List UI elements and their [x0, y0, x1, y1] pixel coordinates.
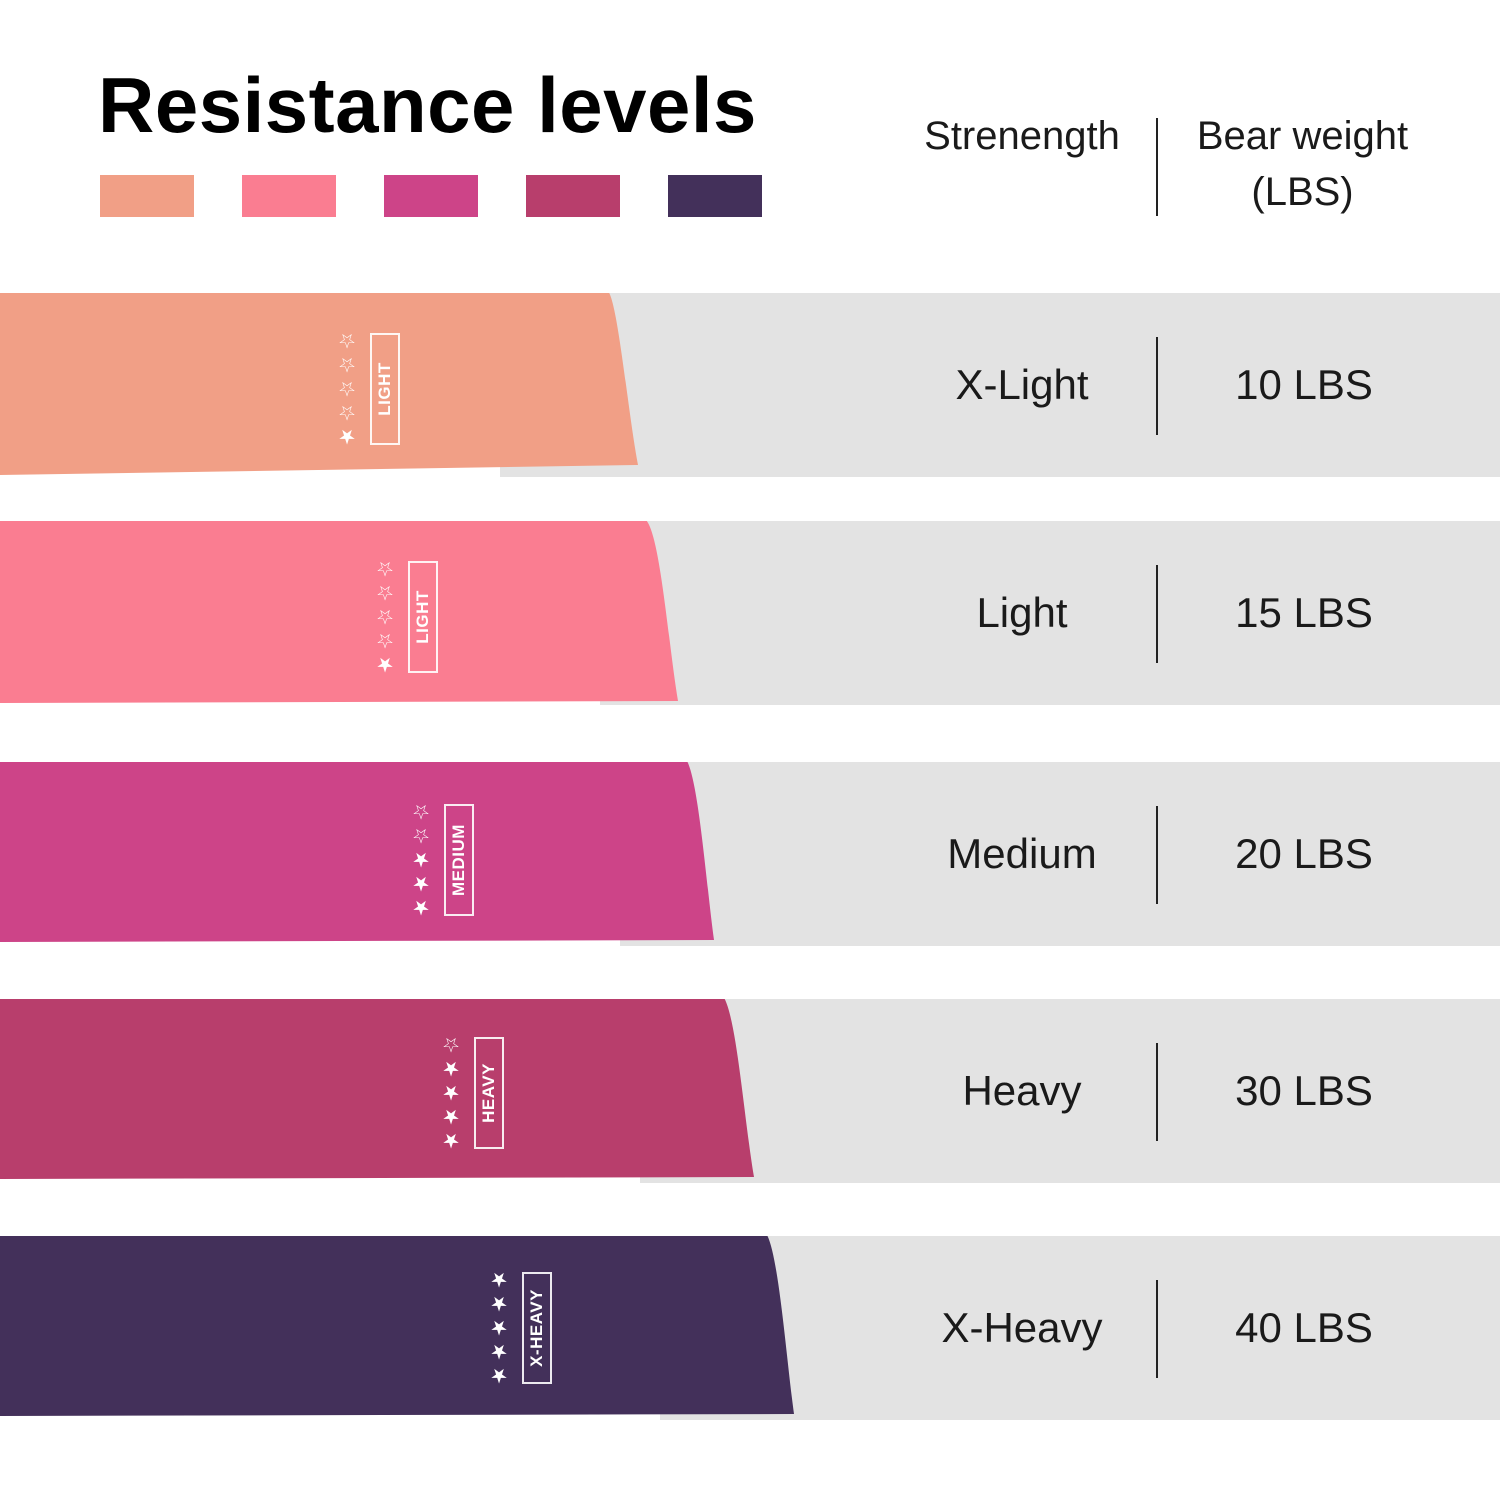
- band-label: ★☆☆☆☆ LIGHT: [336, 327, 456, 451]
- row-divider: [1156, 1280, 1158, 1378]
- weight-value: 10 LBS: [1235, 361, 1373, 408]
- header-strength: Strenength: [924, 114, 1120, 158]
- band-tag-text: LIGHT: [375, 362, 394, 416]
- band-tag-text: HEAVY: [479, 1063, 498, 1123]
- band-tag: X-HEAVY: [522, 1272, 552, 1384]
- strength-label: X-Heavy: [941, 1304, 1103, 1351]
- strength-label: X-Light: [955, 361, 1089, 408]
- band-label: ★★★☆☆ MEDIUM: [410, 798, 530, 922]
- swatch-heavy: [526, 175, 620, 217]
- strength-label: Medium: [947, 830, 1097, 877]
- row-background: [660, 1236, 1500, 1420]
- swatch-medium: [384, 175, 478, 217]
- band-image: [0, 521, 700, 705]
- row-divider: [1156, 806, 1158, 904]
- band-stars: ★☆☆☆☆: [337, 329, 359, 449]
- swatch-x-heavy: [668, 175, 762, 217]
- header-bear-weight-line1: Bear weight: [1196, 114, 1409, 158]
- band-label: ★★★★☆ HEAVY: [440, 1031, 560, 1155]
- band-label: ★★★★★ X-HEAVY: [488, 1266, 608, 1390]
- band-image: [0, 293, 660, 477]
- band-tag-text: LIGHT: [413, 590, 432, 644]
- band-stars: ★☆☆☆☆: [375, 557, 397, 677]
- band-shape: [0, 999, 754, 1179]
- band-tag: LIGHT: [408, 561, 438, 673]
- level-row: ★☆☆☆☆ LIGHT Light 15 LBS: [0, 521, 1500, 705]
- row-background: [620, 762, 1500, 946]
- band-shape: [0, 293, 638, 475]
- color-swatches: [100, 175, 780, 217]
- strength-label: Light: [976, 589, 1068, 636]
- band-image: [0, 1236, 810, 1420]
- band-tag: MEDIUM: [444, 804, 474, 916]
- header-bear-weight-line2: (LBS): [1251, 170, 1354, 214]
- strength-label: Heavy: [962, 1067, 1082, 1114]
- level-row: ★★★☆☆ MEDIUM Medium 20 LBS: [0, 762, 1500, 946]
- weight-value: 20 LBS: [1235, 830, 1373, 877]
- band-image: [0, 999, 770, 1183]
- swatch-light: [242, 175, 336, 217]
- page-title: Resistance levels: [98, 61, 757, 149]
- band-stars: ★★★★☆: [441, 1033, 463, 1153]
- row-divider: [1156, 1043, 1158, 1141]
- level-row: ★☆☆☆☆ LIGHT X-Light 10 LBS: [0, 293, 1500, 477]
- band-stars: ★★★★★: [489, 1268, 511, 1388]
- level-row: ★★★★☆ HEAVY Heavy 30 LBS: [0, 999, 1500, 1183]
- row-background: [500, 293, 1500, 477]
- band-shape: [0, 1236, 794, 1416]
- band-tag: HEAVY: [474, 1037, 504, 1149]
- band-tag: LIGHT: [370, 333, 400, 445]
- band-label: ★☆☆☆☆ LIGHT: [374, 555, 494, 679]
- row-background: [600, 521, 1500, 705]
- swatch-x-light: [100, 175, 194, 217]
- row-divider: [1156, 337, 1158, 435]
- header-divider: [1156, 118, 1158, 216]
- row-background: [640, 999, 1500, 1183]
- band-image: [0, 762, 730, 946]
- band-stars: ★★★☆☆: [411, 800, 433, 920]
- weight-value: 30 LBS: [1235, 1067, 1373, 1114]
- band-tag-text: MEDIUM: [449, 824, 468, 896]
- band-shape: [0, 521, 678, 703]
- header-bear-weight: Bear weight (LBS): [1180, 108, 1425, 220]
- weight-value: 40 LBS: [1235, 1304, 1373, 1351]
- band-tag-text: X-HEAVY: [527, 1289, 546, 1367]
- band-shape: [0, 762, 714, 942]
- row-divider: [1156, 565, 1158, 663]
- weight-value: 15 LBS: [1235, 589, 1373, 636]
- level-row: ★★★★★ X-HEAVY X-Heavy 40 LBS: [0, 1236, 1500, 1420]
